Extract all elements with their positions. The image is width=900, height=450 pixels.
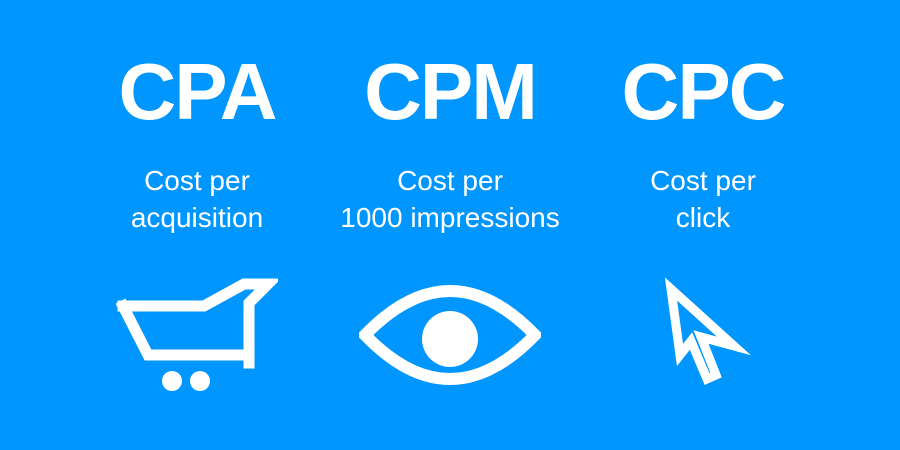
shopping-cart-icon [116, 278, 278, 391]
column-cpa: CPA Cost per acquisition [71, 52, 324, 450]
icon-slot-cpm [359, 269, 541, 401]
icon-slot-cpa [116, 269, 278, 401]
icon-slot-cpc [648, 269, 758, 401]
abbr-title-cpa: CPA [118, 47, 278, 136]
description-cpm: Cost per 1000 impressions [340, 162, 559, 236]
description-cpa: Cost per acquisition [131, 162, 263, 236]
column-cpm: CPM Cost per 1000 impressions [324, 52, 577, 450]
column-cpc: CPC Cost per click [577, 52, 830, 450]
description-line: acquisition [130, 202, 264, 233]
eye-icon [359, 285, 541, 385]
description-line: Cost per [397, 165, 503, 196]
cursor-arrow-icon [664, 277, 751, 385]
description-cpc: Cost per click [650, 162, 756, 236]
description-line: Cost per [650, 165, 756, 196]
abbr-title-cpc: CPC [621, 47, 787, 136]
description-line: Cost per [144, 165, 250, 196]
description-line: 1000 impressions [340, 202, 560, 233]
description-line: click [675, 202, 731, 233]
abbr-title-cpm: CPM [364, 47, 538, 136]
